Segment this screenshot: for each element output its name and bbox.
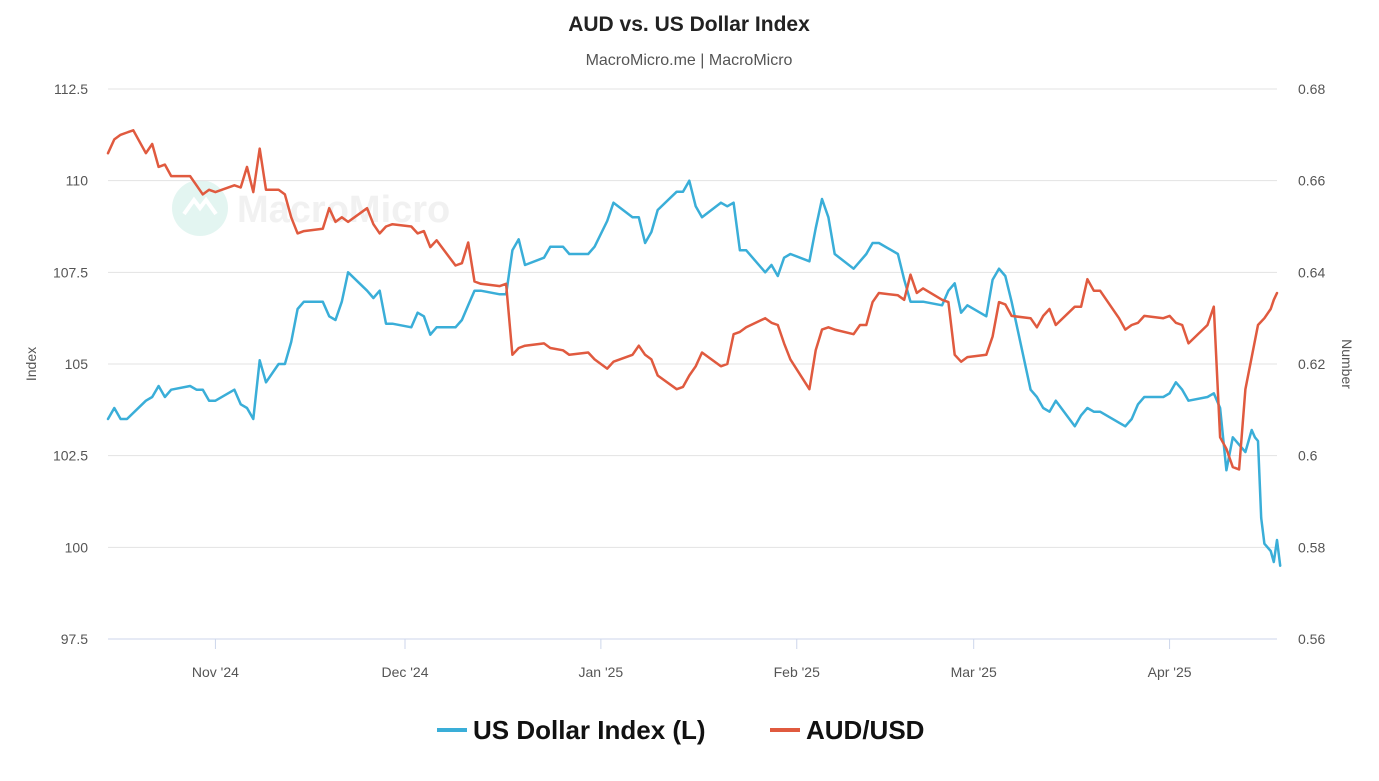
y-right-tick-label: 0.62 bbox=[1298, 356, 1325, 372]
legend-item-audusd[interactable]: AUD/USD bbox=[770, 715, 924, 745]
series-lines bbox=[106, 129, 1282, 567]
watermark-logo-mark-icon bbox=[182, 196, 218, 216]
y-axis-left-title: Index bbox=[23, 347, 39, 381]
chart-subtitle: MacroMicro.me | MacroMicro bbox=[586, 52, 793, 69]
y-left-tick-label: 102.5 bbox=[53, 448, 88, 464]
y-left-tick-label: 97.5 bbox=[61, 631, 88, 647]
y-left-tick-label: 110 bbox=[66, 173, 89, 189]
x-axis: Nov '24 Dec '24 Jan '25 Feb '25 Mar '25 Apr '… bbox=[108, 638, 1277, 680]
y-right-tick-label: 0.66 bbox=[1298, 173, 1325, 189]
chart-title: AUD vs. US Dollar Index bbox=[568, 13, 810, 36]
legend-label-audusd: AUD/USD bbox=[806, 715, 924, 745]
y-left-tick-label: 105 bbox=[65, 356, 89, 372]
y-left-tick-label: 107.5 bbox=[53, 264, 88, 280]
legend[interactable]: US Dollar Index (L) AUD/USD bbox=[437, 715, 924, 745]
y-right-tick-label: 0.6 bbox=[1298, 448, 1318, 464]
x-tick-label: Jan '25 bbox=[579, 664, 624, 680]
x-tick-label: Dec '24 bbox=[381, 664, 428, 680]
series-line-usd-index[interactable] bbox=[106, 179, 1282, 567]
y-axis-right: 0.56 0.58 0.6 0.62 0.64 0.66 0.68 bbox=[1298, 81, 1325, 647]
watermark: MacroMicro bbox=[172, 180, 450, 236]
y-left-tick-label: 100 bbox=[65, 539, 89, 555]
y-right-tick-label: 0.56 bbox=[1298, 631, 1325, 647]
y-axis-right-title: Number bbox=[1339, 339, 1355, 389]
x-tick-label: Apr '25 bbox=[1148, 664, 1192, 680]
y-axis-left: 97.5 100 102.5 105 107.5 110 112.5 bbox=[53, 81, 88, 647]
x-tick-label: Mar '25 bbox=[951, 664, 997, 680]
x-tick-label: Nov '24 bbox=[192, 664, 239, 680]
legend-label-usd-index: US Dollar Index (L) bbox=[473, 715, 706, 745]
watermark-text: MacroMicro bbox=[237, 189, 450, 231]
y-left-tick-label: 112.5 bbox=[54, 81, 88, 97]
y-right-tick-label: 0.68 bbox=[1298, 81, 1325, 97]
series-line-audusd[interactable] bbox=[106, 129, 1279, 471]
legend-item-usd-index[interactable]: US Dollar Index (L) bbox=[437, 715, 706, 745]
y-right-tick-label: 0.64 bbox=[1298, 264, 1325, 280]
x-tick-label: Feb '25 bbox=[774, 664, 820, 680]
y-right-tick-label: 0.58 bbox=[1298, 539, 1325, 555]
